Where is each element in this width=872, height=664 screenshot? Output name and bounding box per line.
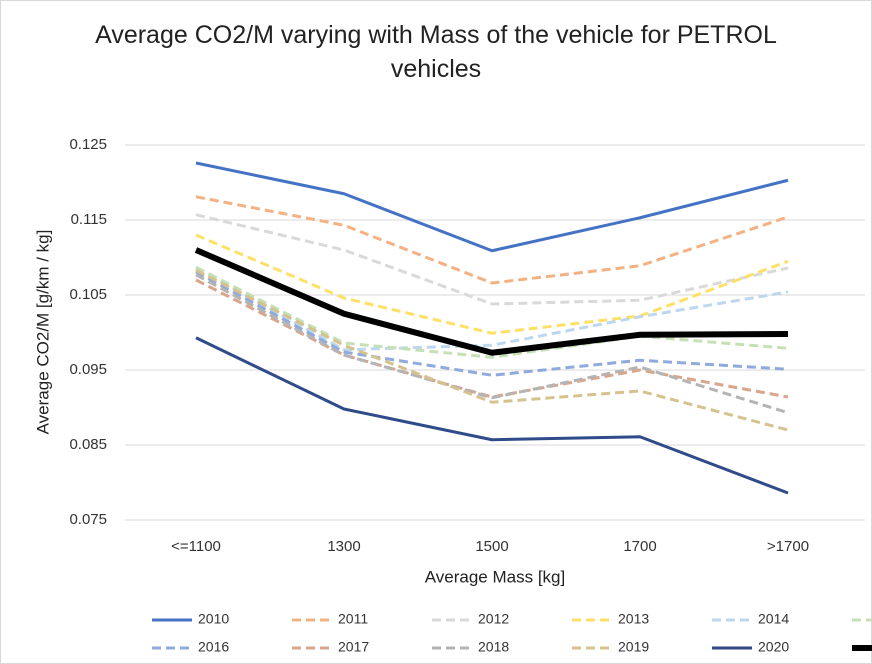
x-tick-label: 1500 bbox=[475, 538, 508, 555]
y-tick-label: 0.115 bbox=[71, 211, 107, 228]
legend-label: 2016 bbox=[198, 639, 229, 655]
y-tick-label: 0.095 bbox=[69, 361, 107, 378]
legend-label: 2010 bbox=[198, 611, 229, 627]
series-line bbox=[195, 273, 789, 415]
chart-title: Average CO2/M varying with Mass of the v… bbox=[95, 21, 777, 83]
series-line bbox=[195, 270, 789, 377]
series-line bbox=[195, 265, 789, 359]
x-axis-title: Average Mass [kg] bbox=[425, 567, 565, 586]
legend-label: 2013 bbox=[618, 611, 649, 627]
y-tick-label: 0.125 bbox=[69, 136, 107, 153]
legend-label: 2018 bbox=[478, 639, 509, 655]
legend-label: 2012 bbox=[478, 611, 509, 627]
series-line bbox=[195, 266, 789, 352]
series-line bbox=[195, 336, 789, 495]
legend-label: 2011 bbox=[338, 611, 368, 627]
legend-label: 2020 bbox=[758, 639, 789, 655]
y-tick-label: 0.105 bbox=[69, 286, 107, 303]
x-tick-label: 1700 bbox=[623, 538, 656, 555]
legend-label: 2017 bbox=[338, 639, 369, 655]
legend-label: 2014 bbox=[758, 611, 789, 627]
legend-label: 2019 bbox=[618, 639, 649, 655]
x-tick-label: >1700 bbox=[767, 538, 809, 555]
x-tick-label: 1300 bbox=[327, 538, 360, 555]
series-line bbox=[194, 247, 789, 356]
series-line bbox=[195, 161, 789, 253]
series-line bbox=[195, 233, 789, 335]
series-line bbox=[195, 213, 789, 306]
series-line bbox=[195, 195, 789, 285]
series-line bbox=[195, 268, 789, 432]
series-line bbox=[195, 278, 789, 399]
y-axis-title: Average CO2/M [g/km / kg] bbox=[33, 230, 52, 435]
y-tick-label: 0.075 bbox=[69, 511, 107, 528]
y-tick-label: 0.085 bbox=[69, 436, 107, 453]
x-tick-label: <=1100 bbox=[171, 538, 221, 555]
